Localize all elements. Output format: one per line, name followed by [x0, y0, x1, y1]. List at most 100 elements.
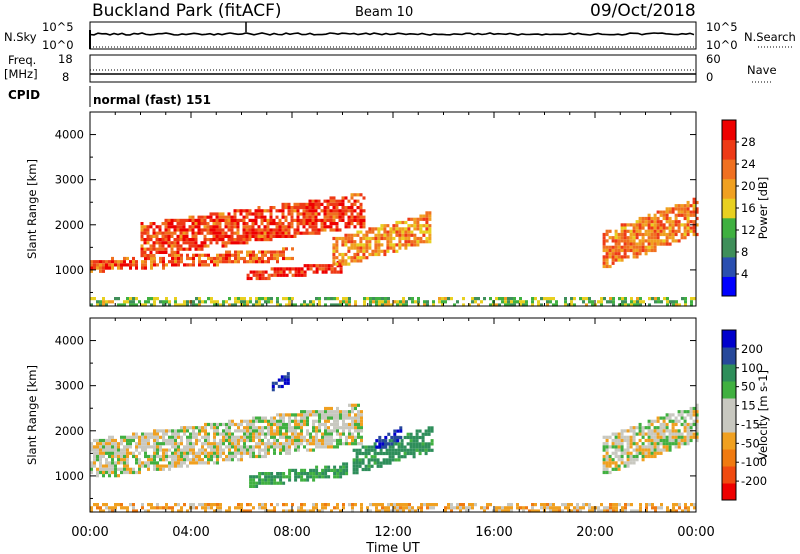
echo-cell: [258, 270, 262, 274]
echo-cell: [293, 234, 297, 238]
echo-cell: [388, 458, 392, 462]
echo-cell: [230, 225, 234, 229]
echo-cell: [201, 260, 204, 264]
echo-cell: [99, 266, 102, 270]
echo-cell: [330, 438, 333, 443]
echo-cell: [647, 422, 651, 427]
echo-cell: [650, 429, 654, 433]
echo-cell: [299, 222, 303, 226]
echo-cell: [504, 300, 507, 304]
echo-cell: [207, 503, 210, 507]
echo-cell: [195, 435, 198, 439]
echo-cell: [194, 247, 198, 251]
echo-cell: [177, 451, 180, 455]
echo-cell: [639, 300, 642, 304]
echo-cell: [225, 260, 228, 264]
echo-cell: [294, 432, 297, 436]
echo-cell: [617, 248, 621, 253]
echo-cell: [126, 300, 129, 304]
echo-cell: [635, 255, 639, 259]
echo-cell: [650, 216, 654, 221]
echo-cell: [182, 234, 186, 238]
echo-cell: [234, 454, 237, 459]
echo-cell: [168, 461, 171, 465]
echo-cell: [237, 429, 240, 433]
echo-cell: [248, 218, 252, 222]
echo-cell: [207, 422, 210, 427]
echo-cell: [352, 464, 356, 468]
echo-cell: [255, 416, 258, 420]
echo-cell: [174, 438, 177, 443]
echo-cell: [638, 448, 642, 452]
echo-cell: [195, 506, 198, 510]
colorbar-swatch: [722, 381, 736, 399]
echo-cell: [105, 442, 108, 446]
echo-cell: [441, 300, 444, 304]
echo-cell: [537, 509, 540, 513]
echo-cell: [207, 438, 210, 443]
echo-cell: [305, 231, 309, 235]
echo-cell: [624, 303, 627, 307]
echo-cell: [192, 435, 195, 439]
echo-cell: [173, 225, 177, 229]
echo-cell: [617, 464, 621, 468]
echo-cell: [425, 211, 429, 215]
echo-cell: [626, 239, 630, 243]
echo-cell: [114, 297, 117, 301]
echo-cell: [312, 472, 316, 476]
echo-cell: [239, 212, 243, 216]
echo-cell: [234, 438, 237, 443]
echo-cell: [291, 429, 294, 433]
echo-cell: [677, 413, 681, 417]
echo-cell: [317, 218, 321, 222]
echo-cell: [249, 256, 252, 261]
echo-cell: [270, 297, 273, 301]
echo-cell: [261, 250, 264, 254]
echo-cell: [373, 455, 377, 459]
echo-cell: [356, 230, 360, 234]
echo-cell: [410, 217, 414, 221]
echo-cell: [300, 468, 304, 472]
echo-cell: [102, 451, 105, 455]
echo-cell: [279, 442, 282, 446]
echo-cell: [174, 260, 177, 264]
echo-cell: [357, 422, 360, 427]
echo-cell: [425, 224, 429, 228]
panel-frame: [89, 111, 697, 307]
echo-cell: [183, 445, 186, 449]
echo-cell: [333, 445, 336, 449]
echo-cell: [617, 454, 621, 459]
echo-cell: [430, 439, 434, 443]
echo-cell: [647, 236, 651, 240]
echo-cell: [333, 270, 337, 274]
echo-cell: [306, 442, 309, 446]
echo-cell: [653, 442, 657, 446]
echo-cell: [216, 509, 219, 513]
echo-cell: [279, 472, 283, 476]
echo-cell: [90, 467, 93, 471]
echo-cell: [674, 216, 678, 221]
echo-cell: [276, 503, 279, 507]
echo-cell: [329, 218, 333, 222]
echo-cell: [261, 297, 264, 301]
echo-cell: [573, 303, 576, 307]
echo-cell: [680, 213, 684, 217]
echo-cell: [368, 227, 372, 231]
echo-cell: [303, 468, 307, 472]
echo-cell: [388, 451, 392, 456]
echo-cell: [147, 454, 150, 459]
echo-cell: [653, 438, 657, 443]
echo-cell: [257, 206, 261, 210]
echo-cell: [294, 445, 297, 449]
echo-cell: [620, 232, 624, 237]
echo-cell: [662, 442, 666, 446]
echo-cell: [273, 478, 277, 482]
echo-cell: [341, 202, 345, 206]
echo-cell: [273, 448, 276, 452]
echo-cell: [225, 256, 228, 261]
echo-cell: [318, 472, 322, 476]
nave-tick-high: 60: [706, 52, 721, 66]
echo-cell: [168, 454, 171, 459]
echo-cell: [153, 256, 156, 261]
echo-cell: [387, 300, 390, 304]
